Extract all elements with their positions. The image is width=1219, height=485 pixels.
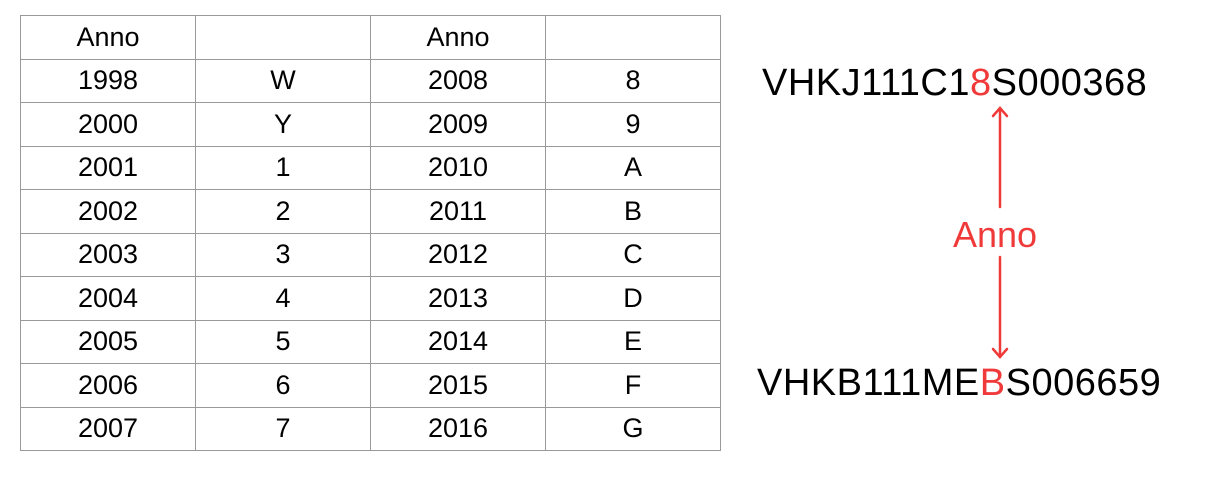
table-cell: E [545, 319, 721, 364]
table-cell: 2 [195, 189, 371, 234]
table-cell: Anno [370, 15, 546, 60]
table-cell: 2011 [370, 189, 546, 234]
table-row: 2000 Y 2009 9 [20, 102, 721, 147]
table-cell: Anno [20, 15, 196, 60]
vin-bottom: VHKB111MEBS006659 [757, 362, 1161, 405]
arrow-down-head-icon [991, 347, 1009, 359]
table-cell: 2007 [20, 406, 196, 451]
table-cell: 2010 [370, 145, 546, 190]
vin-top-suffix: S000368 [991, 62, 1148, 104]
table-cell: 2004 [20, 276, 196, 321]
table-cell: 2006 [20, 363, 196, 408]
table-cell: 2012 [370, 232, 546, 277]
vin-top-year-char: 8 [969, 62, 992, 104]
table-row: 2007 7 2016 G [20, 406, 721, 451]
table-cell: 1 [195, 145, 371, 190]
table-cell: 2015 [370, 363, 546, 408]
table-cell: 2001 [20, 145, 196, 190]
vin-bottom-prefix: VHKB111ME [757, 362, 980, 404]
table-cell: W [195, 58, 371, 103]
table-cell: 2013 [370, 276, 546, 321]
table-cell: 6 [195, 363, 371, 408]
table-cell [545, 15, 721, 60]
table-cell: B [545, 189, 721, 234]
year-label: Anno [953, 214, 1038, 255]
table-cell: 9 [545, 102, 721, 147]
vin-top-prefix: VHKJ111C1 [762, 62, 970, 104]
vin-bottom-suffix: S006659 [1005, 362, 1162, 404]
table-cell: 5 [195, 319, 371, 364]
table-row: 2001 1 2010 A [20, 145, 721, 190]
table-cell [195, 15, 371, 60]
table-row: 2002 2 2011 B [20, 189, 721, 234]
table-cell: 2003 [20, 232, 196, 277]
table-row: 2004 4 2013 D [20, 276, 721, 321]
table-cell: G [545, 406, 721, 451]
table-cell: 1998 [20, 58, 196, 103]
table-cell: 8 [545, 58, 721, 103]
table-header-row: Anno Anno [20, 15, 721, 60]
table-cell: 3 [195, 232, 371, 277]
table-cell: 2016 [370, 406, 546, 451]
arrow-up-head-icon [991, 106, 1009, 118]
table-cell: 2002 [20, 189, 196, 234]
vin-bottom-year-char: B [979, 362, 1006, 404]
table-row: 2005 5 2014 E [20, 319, 721, 364]
table-row: 2006 6 2015 F [20, 363, 721, 408]
table-row: 2003 3 2012 C [20, 232, 721, 277]
vin-top: VHKJ111C18S000368 [762, 62, 1147, 105]
table-cell: 4 [195, 276, 371, 321]
year-code-table: Anno Anno 1998 W 2008 8 2000 Y 2009 9 2001 1 2010 A 20… [20, 15, 721, 451]
table-cell: F [545, 363, 721, 408]
table-cell: D [545, 276, 721, 321]
table-cell: A [545, 145, 721, 190]
table-cell: 2009 [370, 102, 546, 147]
